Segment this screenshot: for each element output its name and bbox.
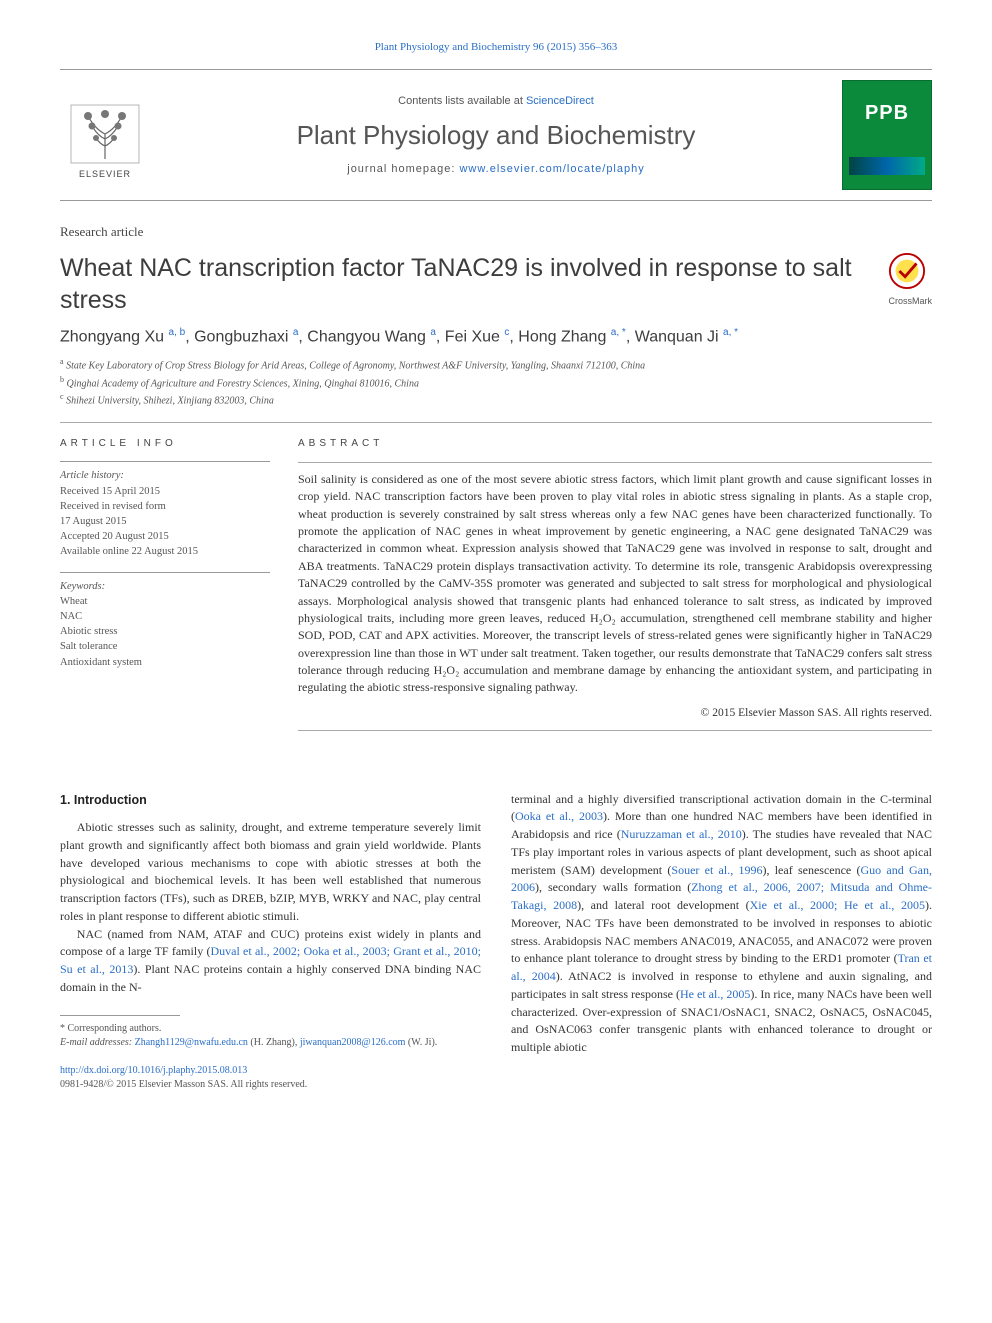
crossmark-label: CrossMark [888,295,932,308]
sciencedirect-link[interactable]: ScienceDirect [526,95,594,107]
copyright-line: © 2015 Elsevier Masson SAS. All rights r… [298,705,932,722]
abstract-heading: ABSTRACT [298,437,932,452]
citation-link[interactable]: Nuruzzaman et al., 2010 [621,827,742,841]
citation-link[interactable]: Xie et al., 2000; He et al., 2005 [750,898,925,912]
history-label: Article history: [60,468,270,483]
citation-link[interactable]: Ooka et al., 2003 [515,809,603,823]
article-title: Wheat NAC transcription factor TaNAC29 i… [60,252,874,316]
elsevier-wordmark: ELSEVIER [79,168,131,181]
keyword: Wheat [60,594,270,609]
keyword: Abiotic stress [60,624,270,639]
masthead-center: Contents lists available at ScienceDirec… [170,94,822,177]
footnote-rule [60,1015,180,1016]
intro-para-1: Abiotic stresses such as salinity, droug… [60,819,481,926]
ppb-label: PPB [865,99,909,127]
body-column-left: 1. Introduction Abiotic stresses such as… [60,791,481,1092]
affiliation-a: a State Key Laboratory of Crop Stress Bi… [60,356,932,373]
keyword: Antioxidant system [60,655,270,670]
elsevier-logo: ELSEVIER [60,90,150,180]
article-history: Article history: Received 15 April 2015 … [60,461,270,559]
homepage-line: journal homepage: www.elsevier.com/locat… [170,162,822,177]
history-line: Received 15 April 2015 [60,484,270,499]
keyword: NAC [60,609,270,624]
affiliation-b: b Qinghai Academy of Agriculture and For… [60,374,932,391]
article-info-column: ARTICLE INFO Article history: Received 1… [60,437,270,744]
author-list: Zhongyang Xu a, b, Gongbuzhaxi a, Changy… [60,326,932,349]
crossmark-badge[interactable]: CrossMark [888,252,932,308]
divider [298,462,932,463]
citation-link[interactable]: Souer et al., 1996 [671,863,762,877]
ppb-cover-strip [849,157,925,175]
keyword: Salt tolerance [60,639,270,654]
elsevier-tree-icon [70,104,140,164]
history-line: 17 August 2015 [60,514,270,529]
article-type: Research article [60,223,932,241]
abstract-column: ABSTRACT Soil salinity is considered as … [298,437,932,744]
affiliations: a State Key Laboratory of Crop Stress Bi… [60,356,932,408]
affiliation-c: c Shihezi University, Shihezi, Xinjiang … [60,391,932,408]
footnotes: * Corresponding authors. E-mail addresse… [60,1022,481,1050]
history-line: Available online 22 August 2015 [60,544,270,559]
journal-cover: PPB [842,80,932,190]
history-line: Received in revised form [60,499,270,514]
contents-prefix: Contents lists available at [398,95,526,107]
crossmark-icon [888,252,926,290]
history-line: Accepted 20 August 2015 [60,529,270,544]
issn-copyright: 0981-9428/© 2015 Elsevier Masson SAS. Al… [60,1078,481,1092]
corresponding-note: * Corresponding authors. [60,1022,481,1036]
divider [298,730,932,731]
doi-link[interactable]: http://dx.doi.org/10.1016/j.plaphy.2015.… [60,1065,247,1076]
top-citation-link[interactable]: Plant Physiology and Biochemistry 96 (20… [60,40,932,55]
keywords-label: Keywords: [60,579,270,594]
article-info-heading: ARTICLE INFO [60,437,270,451]
contents-line: Contents lists available at ScienceDirec… [170,94,822,109]
masthead: ELSEVIER Contents lists available at Sci… [60,69,932,201]
doi-block: http://dx.doi.org/10.1016/j.plaphy.2015.… [60,1064,481,1092]
email-line: E-mail addresses: Zhangh1129@nwafu.edu.c… [60,1036,481,1050]
intro-para-2: NAC (named from NAM, ATAF and CUC) prote… [60,926,481,997]
email-link[interactable]: Zhangh1129@nwafu.edu.cn [135,1037,248,1048]
keywords-block: Keywords: Wheat NAC Abiotic stress Salt … [60,572,270,670]
homepage-prefix: journal homepage: [347,163,459,175]
homepage-link[interactable]: www.elsevier.com/locate/plaphy [459,163,644,175]
intro-para-cont: terminal and a highly diversified transc… [511,791,932,1057]
abstract-text: Soil salinity is considered as one of th… [298,471,932,697]
divider [60,422,932,423]
citation-link[interactable]: He et al., 2005 [680,987,750,1001]
email-link[interactable]: jiwanquan2008@126.com [300,1037,406,1048]
body-column-right: terminal and a highly diversified transc… [511,791,932,1092]
journal-name: Plant Physiology and Biochemistry [170,117,822,153]
intro-heading: 1. Introduction [60,791,481,810]
